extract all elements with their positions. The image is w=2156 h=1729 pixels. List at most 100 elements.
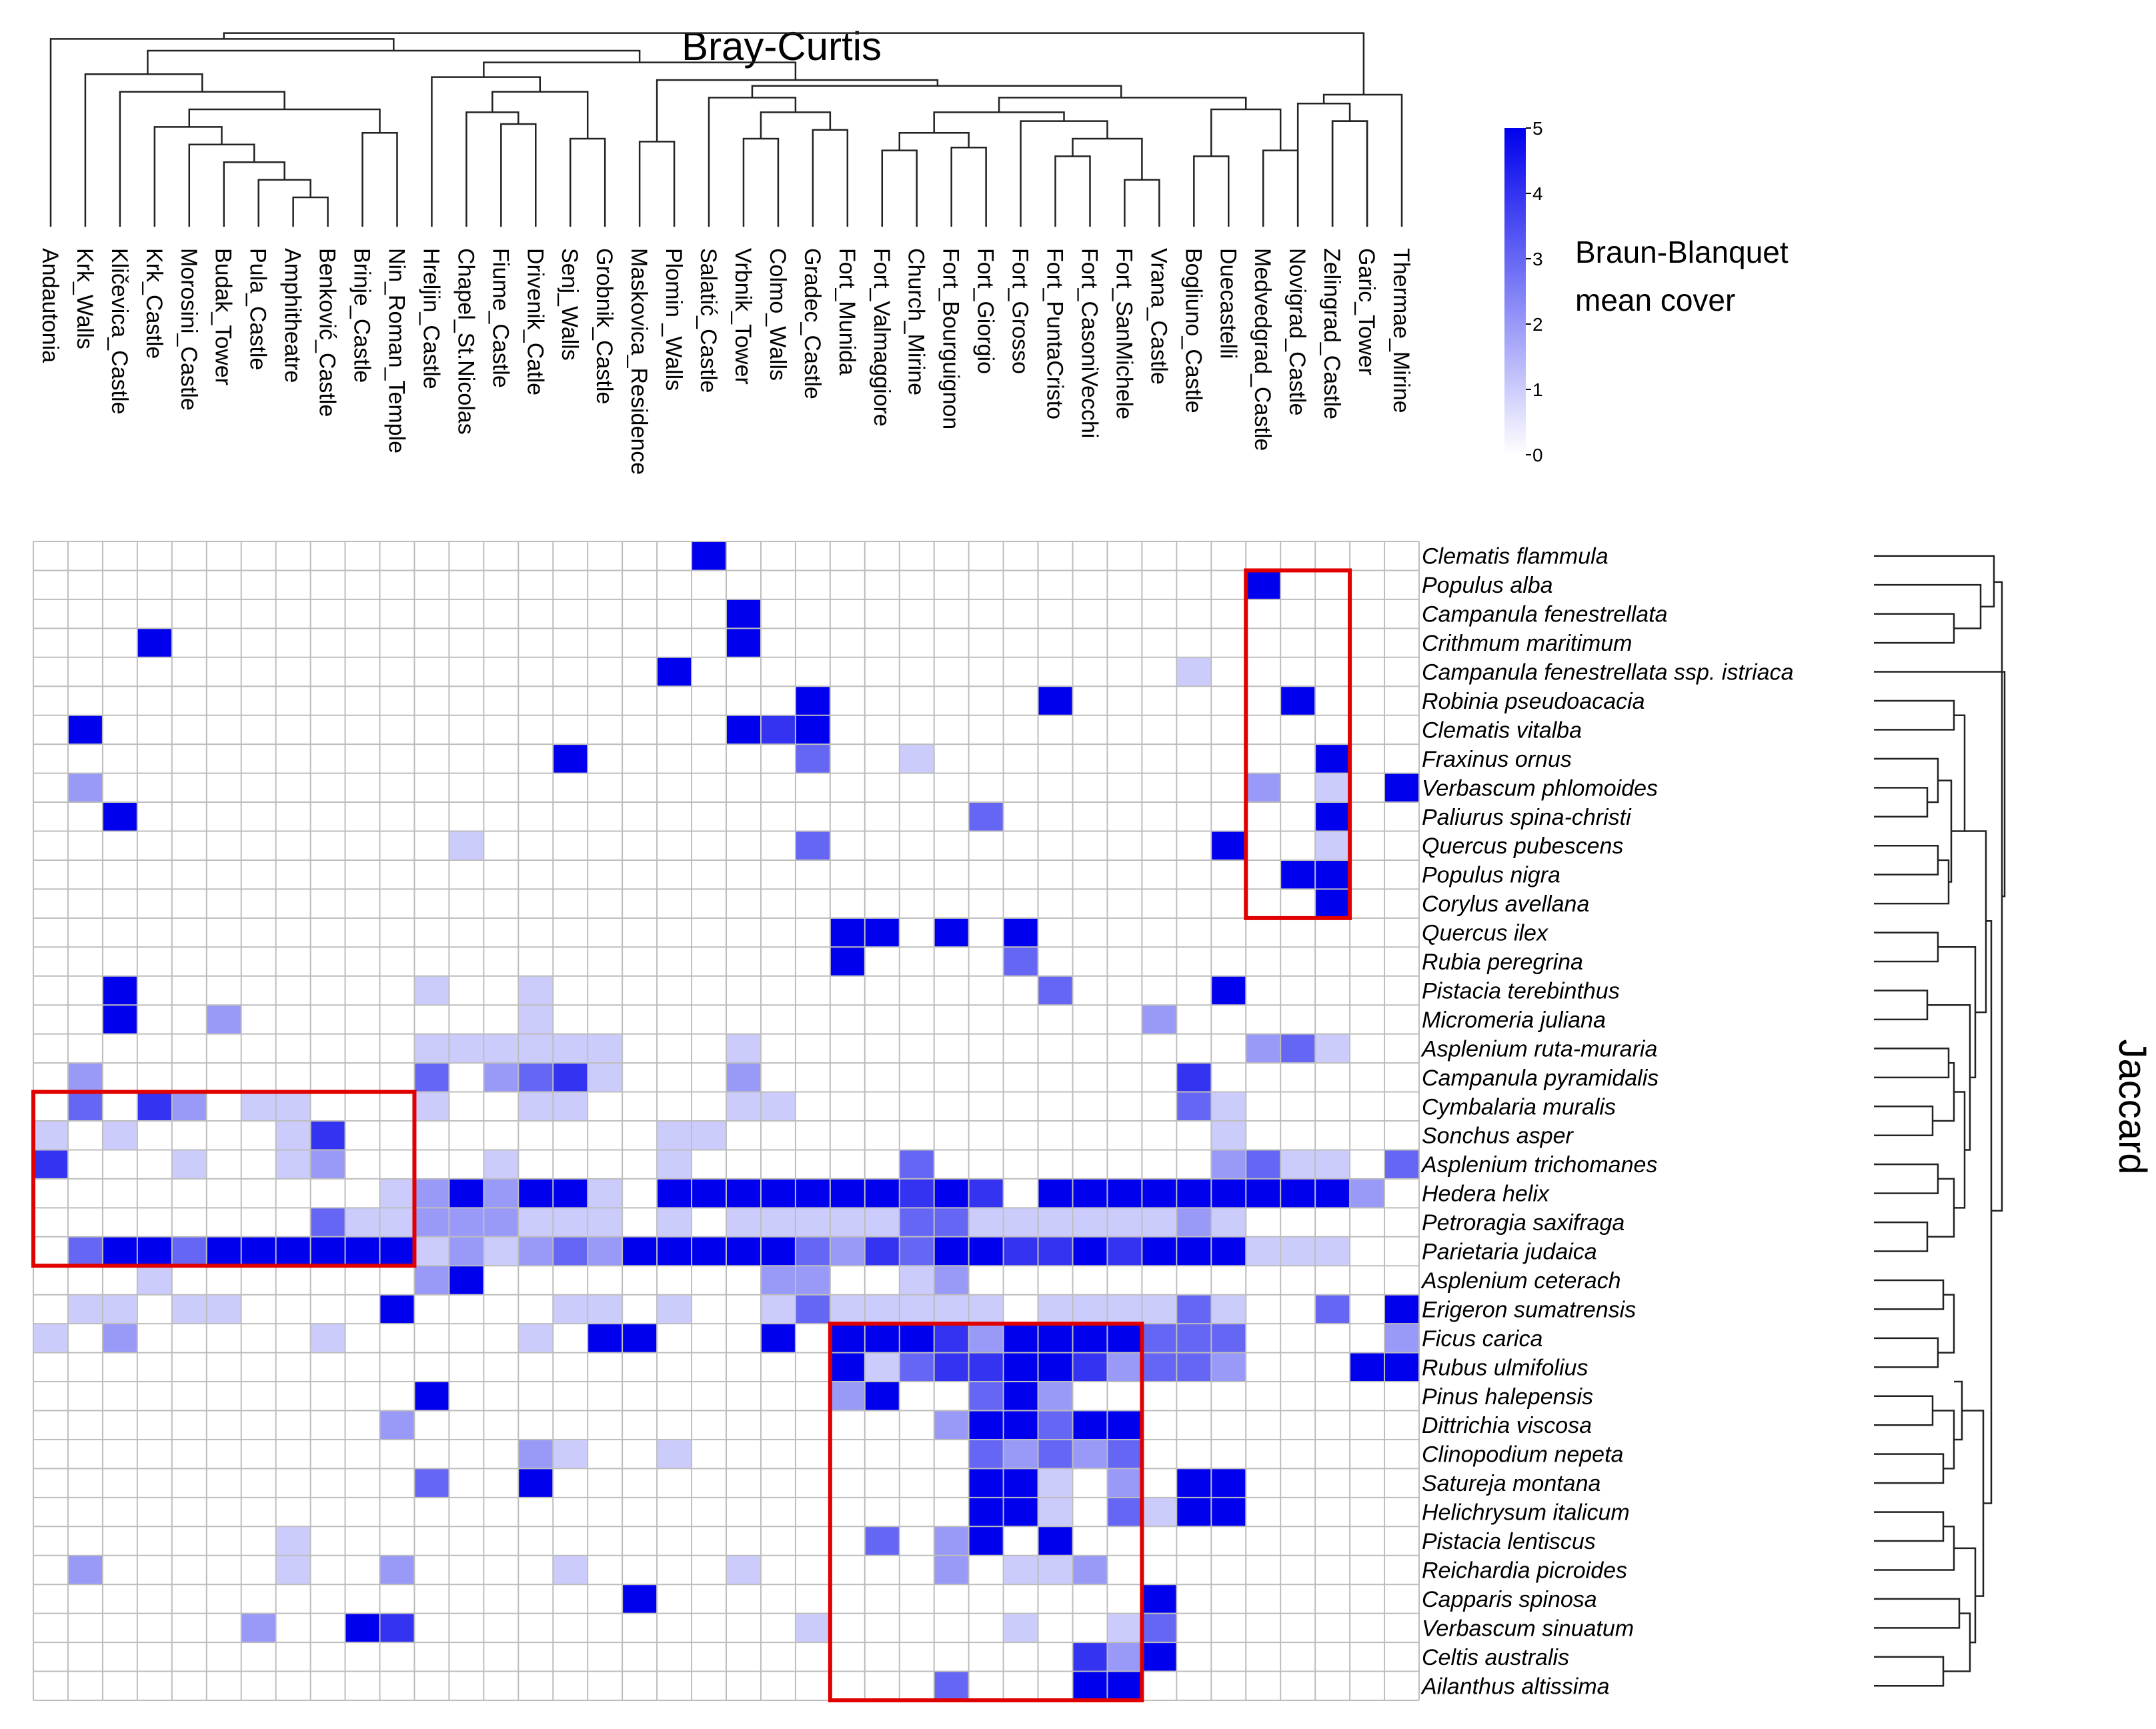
heatmap-cell: [1003, 1236, 1039, 1266]
legend-title-line-2: mean cover: [1575, 283, 1735, 317]
heatmap-cell: [1142, 1236, 1177, 1266]
heatmap-cell: [1038, 1324, 1073, 1354]
dendrogram-link: [1874, 1511, 1945, 1542]
heatmap-cell: [795, 1178, 831, 1208]
dendrogram-link: [1874, 1106, 1934, 1136]
heatmap-cell: [310, 1324, 346, 1354]
heatmap-cell: [968, 1324, 1004, 1354]
heatmap-cell: [102, 976, 138, 1006]
heatmap-cell: [1246, 1034, 1281, 1064]
dendrogram-link: [1874, 1337, 1939, 1368]
legend-tick-label: 5: [1532, 118, 1543, 139]
row-label: Micromeria juliana: [1422, 1008, 1606, 1033]
heatmap-cell: [795, 744, 831, 774]
side-axis-label: Jaccard: [2111, 1039, 2154, 1174]
dendrogram-link: [1874, 787, 1929, 818]
dendrogram-link: [188, 108, 381, 133]
heatmap-cell: [899, 1324, 935, 1354]
heatmap-cell: [275, 1121, 311, 1150]
heatmap-cell: [275, 1555, 311, 1585]
dendrogram-link: [1938, 1294, 1955, 1354]
heatmap-cell: [206, 1236, 242, 1266]
heatmap-cell: [1211, 1324, 1246, 1354]
heatmap-cell: [414, 1208, 449, 1238]
heatmap-cell: [1107, 1178, 1142, 1208]
dendrogram-link: [1874, 757, 1939, 803]
heatmap-cell: [518, 1005, 554, 1035]
column-label: Medvedgrad_Castle: [1250, 248, 1275, 451]
heatmap-cell: [1176, 1063, 1212, 1093]
row-label: Asplenium trichomanes: [1420, 1152, 1657, 1178]
legend-ticks: 0 1 2 3 4 5: [1526, 118, 1543, 465]
column-label: Hreljin_Castle: [418, 248, 443, 389]
column-label: Fort_Bourguignon: [938, 248, 964, 429]
heatmap-cell: [1384, 1324, 1420, 1354]
heatmap-cell: [1315, 859, 1350, 890]
heatmap-cell: [414, 1063, 449, 1093]
heatmap-cell: [1038, 1497, 1073, 1527]
heatmap-cell: [1350, 1178, 1385, 1208]
dendrogram-link: [1874, 1221, 1929, 1252]
heatmap-cell: [275, 1526, 311, 1556]
heatmap-cell: [553, 1092, 588, 1122]
heatmap-cell: [934, 1410, 970, 1440]
heatmap-cell: [1107, 1236, 1142, 1266]
row-label: Pistacia terebinthus: [1422, 978, 1620, 1004]
heatmap-cell: [1107, 1613, 1142, 1643]
dendrogram-link: [1874, 583, 1982, 629]
column-label: Fort_CasoniVecchi: [1076, 248, 1102, 438]
row-label: Verbascum phlomoides: [1422, 775, 1658, 801]
heatmap-cell: [1315, 1294, 1350, 1324]
heatmap-cell: [968, 1410, 1004, 1440]
heatmap-cell: [1038, 1352, 1073, 1382]
heatmap-cell: [1211, 1468, 1246, 1498]
column-label: Benković_Castle: [315, 248, 340, 417]
heatmap-cell: [726, 1178, 762, 1208]
heatmap-cell: [1142, 1584, 1177, 1614]
heatmap-cell: [1072, 1642, 1108, 1672]
heatmap-cell: [275, 1092, 311, 1122]
heatmap-cell: [934, 1671, 970, 1701]
dendrogram-link: [465, 111, 519, 227]
dendrogram-link: [257, 179, 311, 227]
row-dendrogram: [1874, 555, 2006, 1687]
column-label: Nin_Roman_Temple: [383, 248, 409, 453]
heatmap-cell: [1211, 976, 1246, 1006]
row-label: Pinus halepensis: [1422, 1384, 1593, 1410]
row-label: Quercus ilex: [1422, 921, 1548, 946]
heatmap-cell: [934, 1266, 970, 1296]
heatmap-cell: [449, 1236, 484, 1266]
heatmap-cell: [1211, 1208, 1246, 1238]
heatmap-cell: [830, 918, 866, 948]
heatmap-cell: [1107, 1208, 1142, 1238]
heatmap-cell: [33, 1121, 69, 1150]
heatmap-cell: [1280, 1236, 1316, 1266]
heatmap-cell: [1003, 1410, 1039, 1440]
dendrogram-link: [491, 91, 589, 139]
heatmap-cell: [137, 628, 173, 658]
heatmap-cell: [760, 1294, 796, 1324]
heatmap-cell: [864, 1236, 900, 1266]
column-label: Church_Mirine: [904, 248, 929, 395]
dendrogram-link: [153, 126, 223, 227]
row-label: Fraxinus ornus: [1422, 747, 1572, 772]
column-label: Gradec_Castle: [800, 248, 825, 399]
heatmap-cell: [1038, 1208, 1073, 1238]
dendrogram-link: [933, 111, 1065, 133]
heatmap-cell: [1176, 1208, 1212, 1238]
heatmap-cell: [1038, 1294, 1073, 1324]
heatmap-cell: [1142, 1178, 1177, 1208]
heatmap-cell: [102, 1121, 138, 1150]
heatmap-cell: [622, 1584, 658, 1614]
dendrogram-link: [656, 79, 939, 142]
dendrogram-link: [361, 131, 398, 227]
column-label: Brinje_Castle: [349, 248, 375, 383]
heatmap-cell: [553, 1034, 588, 1064]
heatmap-cell: [899, 1266, 935, 1296]
row-label: Ailanthus altissima: [1420, 1674, 1610, 1699]
dendrogram-link: [119, 91, 285, 227]
heatmap-cell: [899, 1178, 935, 1208]
heatmap-cell: [864, 1352, 900, 1382]
heatmap-cell: [1003, 918, 1039, 948]
